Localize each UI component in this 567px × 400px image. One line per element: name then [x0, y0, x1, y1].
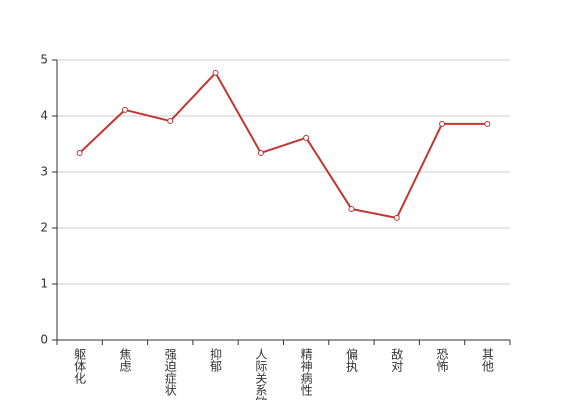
line — [78, 71, 488, 220]
x-tick-label: 其他 — [480, 348, 494, 372]
x-tick-label: 敌对 — [390, 347, 404, 372]
x-tick-label: 焦虑 — [118, 348, 132, 372]
y-tick-label: 3 — [40, 165, 48, 179]
point — [439, 120, 446, 127]
y-tick-label: 0 — [40, 333, 48, 347]
point — [257, 149, 264, 156]
point — [76, 149, 83, 156]
point — [121, 106, 128, 113]
x-tick-label: 人际关系敏感 — [254, 348, 268, 400]
point — [303, 134, 310, 141]
x-tick-label: 精神病性 — [299, 348, 313, 397]
y-tick-label: 4 — [40, 109, 48, 123]
x-tick-label: 偏执 — [344, 347, 358, 373]
x-tick-label: 抑郁 — [209, 347, 223, 373]
y-tick-label: 5 — [40, 53, 48, 67]
y-tick-label: 2 — [40, 221, 48, 235]
x-tick-label: 恐怖 — [435, 348, 449, 372]
point — [212, 69, 219, 76]
y-tick-label: 1 — [40, 277, 48, 291]
point — [348, 205, 355, 212]
point — [393, 214, 400, 221]
x-tick-label: 强迫症状 — [163, 348, 177, 396]
point — [167, 118, 174, 125]
x-tick-label: 躯体化 — [73, 347, 87, 385]
point — [484, 120, 491, 127]
